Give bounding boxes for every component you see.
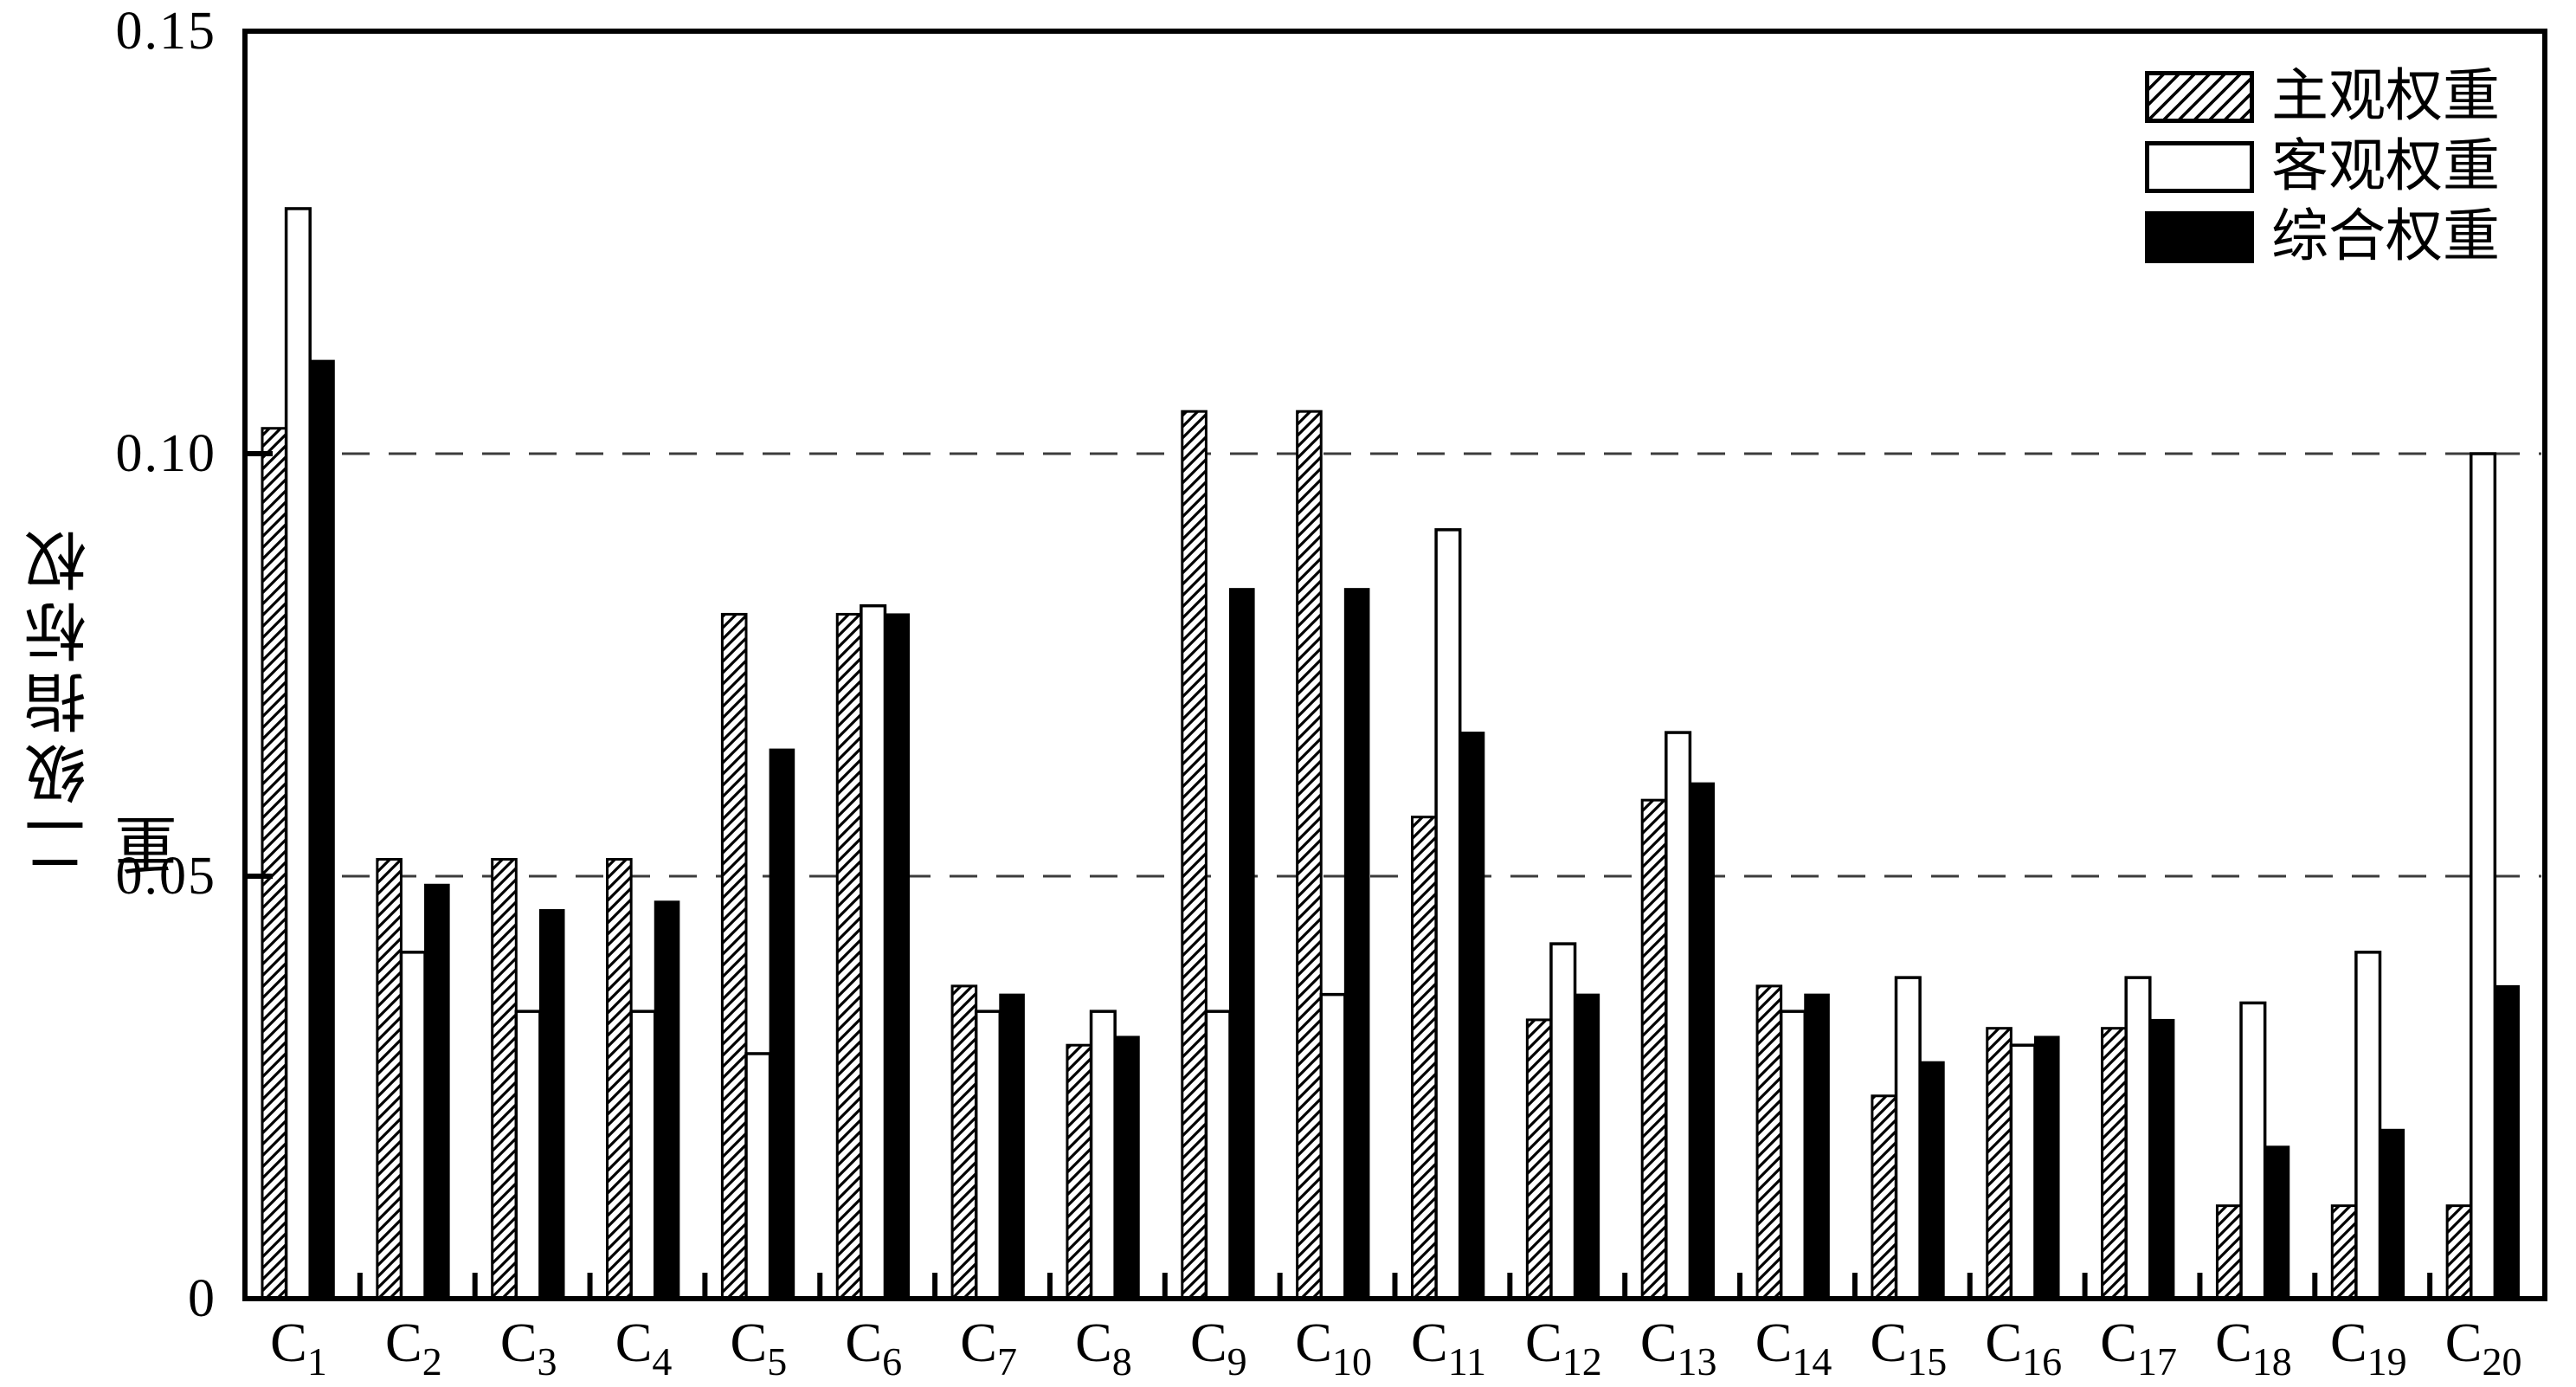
bar-white-C12	[1549, 942, 1577, 1300]
bar-black-C15	[1919, 1061, 1945, 1300]
x-label-C14: C14	[1755, 1312, 1832, 1384]
bar-white-C3	[514, 1010, 542, 1300]
x-label-C8: C8	[1075, 1312, 1132, 1384]
x-label-C20: C20	[2445, 1312, 2522, 1384]
plot-frame	[242, 29, 2547, 1301]
x-label-C13: C13	[1640, 1312, 1717, 1384]
x-label-C4: C4	[615, 1312, 673, 1384]
bar-black-C10	[1343, 588, 1370, 1300]
x-label-C9: C9	[1190, 1312, 1247, 1384]
bar-black-C8	[1114, 1035, 1140, 1300]
x-label-C10: C10	[1295, 1312, 1372, 1384]
bar-black-C3	[538, 909, 565, 1300]
hatched-swatch-icon	[2145, 71, 2254, 123]
x-label-C17: C17	[2100, 1312, 2177, 1384]
bar-black-C7	[999, 993, 1025, 1300]
bar-black-C20	[2494, 984, 2520, 1300]
bar-white-C6	[860, 603, 887, 1300]
bar-black-C5	[769, 748, 795, 1300]
ytick-label-005: 0.05	[115, 847, 216, 906]
bar-white-C16	[2009, 1043, 2037, 1300]
x-label-C11: C11	[1411, 1312, 1486, 1384]
bar-hatched-C3	[491, 857, 518, 1300]
x-label-C18: C18	[2215, 1312, 2292, 1384]
bar-white-C10	[1319, 992, 1347, 1300]
ytick-label-0: 0	[188, 1269, 216, 1328]
bar-white-C2	[399, 951, 427, 1300]
legend-item-objective: 客观权重	[2145, 135, 2500, 198]
bar-black-C16	[2033, 1035, 2060, 1300]
bar-white-C18	[2239, 1001, 2267, 1300]
bar-hatched-C10	[1296, 410, 1323, 1300]
x-label-C19: C19	[2330, 1312, 2407, 1384]
bar-white-C15	[1894, 976, 1922, 1300]
bar-hatched-C5	[720, 612, 748, 1300]
bar-hatched-C17	[2101, 1027, 2128, 1300]
bar-white-C8	[1089, 1010, 1117, 1300]
white-swatch-icon	[2145, 141, 2254, 193]
y-axis-title: 二级指标权重	[27, 521, 187, 876]
bar-black-C12	[1574, 993, 1600, 1300]
legend-label: 主观权重	[2271, 65, 2500, 128]
bar-hatched-C9	[1181, 410, 1208, 1300]
bar-white-C1	[284, 207, 312, 1300]
bar-black-C18	[2264, 1145, 2290, 1300]
legend-item-subjective: 主观权重	[2145, 65, 2500, 128]
bar-hatched-C16	[1986, 1027, 2012, 1300]
x-label-C5: C5	[731, 1312, 788, 1384]
bar-white-C5	[744, 1052, 772, 1300]
x-label-C12: C12	[1525, 1312, 1602, 1384]
legend: 主观权重 客观权重 综合权重	[2145, 65, 2500, 268]
bar-black-C4	[654, 900, 680, 1300]
bar-white-C17	[2124, 976, 2152, 1300]
bar-black-C14	[1804, 993, 1830, 1300]
x-label-C3: C3	[500, 1312, 557, 1384]
bar-hatched-C7	[950, 984, 978, 1300]
bar-white-C13	[1665, 731, 1692, 1300]
bar-hatched-C18	[2215, 1204, 2243, 1300]
bar-black-C13	[1689, 782, 1716, 1300]
black-swatch-icon	[2145, 211, 2254, 263]
x-label-C16: C16	[1985, 1312, 2062, 1384]
bar-black-C6	[884, 613, 911, 1300]
x-label-C7: C7	[960, 1312, 1017, 1384]
bar-hatched-C6	[835, 612, 863, 1300]
bar-black-C2	[424, 883, 450, 1300]
bar-white-C20	[2470, 452, 2497, 1300]
bar-black-C11	[1459, 732, 1485, 1300]
legend-label: 综合权重	[2271, 205, 2500, 268]
bar-black-C1	[309, 359, 335, 1300]
bar-hatched-C8	[1066, 1043, 1093, 1300]
x-label-C2: C2	[385, 1312, 442, 1384]
ytick-label-010: 0.10	[115, 424, 216, 483]
bar-black-C17	[2148, 1018, 2175, 1300]
bar-white-C19	[2354, 951, 2382, 1300]
bar-hatched-C2	[376, 857, 402, 1300]
bar-hatched-C15	[1871, 1094, 1897, 1300]
bar-hatched-C19	[2330, 1204, 2358, 1300]
bar-hatched-C4	[606, 857, 633, 1300]
bar-hatched-C20	[2445, 1204, 2473, 1300]
x-label-C15: C15	[1871, 1312, 1948, 1384]
bar-white-C14	[1779, 1010, 1806, 1300]
x-label-C6: C6	[845, 1312, 902, 1384]
bar-white-C4	[629, 1010, 657, 1300]
bar-black-C19	[2379, 1128, 2405, 1300]
bar-white-C7	[974, 1010, 1002, 1300]
bar-hatched-C13	[1640, 798, 1668, 1300]
legend-item-comprehensive: 综合权重	[2145, 205, 2500, 268]
ytick-label-015: 0.15	[115, 2, 216, 61]
bar-white-C11	[1434, 528, 1462, 1300]
bar-black-C9	[1229, 588, 1255, 1300]
legend-label: 客观权重	[2271, 135, 2500, 198]
bar-hatched-C12	[1525, 1018, 1553, 1300]
bar-hatched-C14	[1755, 984, 1783, 1300]
bar-hatched-C11	[1411, 816, 1438, 1300]
bar-white-C9	[1204, 1010, 1232, 1300]
x-label-C1: C1	[270, 1312, 327, 1384]
bar-hatched-C1	[261, 427, 288, 1300]
